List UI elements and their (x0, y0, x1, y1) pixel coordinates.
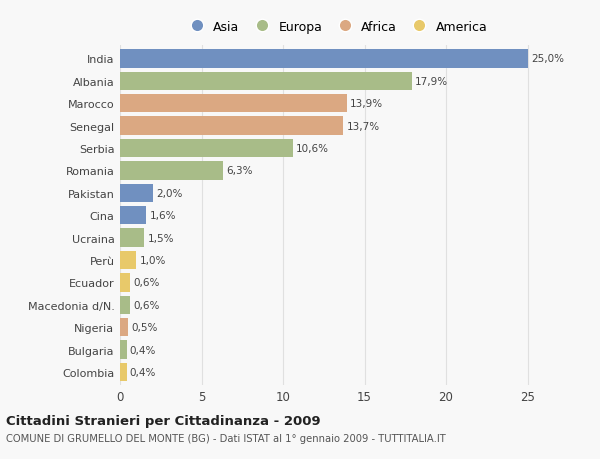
Bar (120, 117, 343, 135)
Text: 1,5%: 1,5% (148, 233, 174, 243)
Text: 0,6%: 0,6% (133, 300, 160, 310)
Text: 17,9%: 17,9% (415, 77, 448, 87)
Text: Cittadini Stranieri per Cittadinanza - 2009: Cittadini Stranieri per Cittadinanza - 2… (6, 414, 320, 428)
Bar (120, 296, 130, 314)
Text: COMUNE DI GRUMELLO DEL MONTE (BG) - Dati ISTAT al 1° gennaio 2009 - TUTTITALIA.I: COMUNE DI GRUMELLO DEL MONTE (BG) - Dati… (6, 433, 446, 442)
Text: 25,0%: 25,0% (531, 54, 564, 64)
Text: 0,4%: 0,4% (130, 367, 156, 377)
Text: 10,6%: 10,6% (296, 144, 329, 154)
Bar (120, 162, 223, 180)
Bar (120, 251, 136, 269)
Bar (120, 363, 127, 381)
Text: 1,0%: 1,0% (140, 255, 166, 265)
Text: 6,3%: 6,3% (226, 166, 253, 176)
Text: 2,0%: 2,0% (156, 188, 182, 198)
Bar (120, 229, 145, 247)
Bar (120, 318, 128, 336)
Text: 0,6%: 0,6% (133, 278, 160, 288)
Text: 0,4%: 0,4% (130, 345, 156, 355)
Bar (120, 184, 152, 202)
Bar (120, 140, 293, 158)
Text: 1,6%: 1,6% (149, 211, 176, 221)
Text: 13,7%: 13,7% (347, 121, 380, 131)
Legend: Asia, Europa, Africa, America: Asia, Europa, Africa, America (182, 18, 490, 36)
Text: 0,5%: 0,5% (131, 323, 158, 332)
Bar (120, 95, 347, 113)
Text: 13,9%: 13,9% (350, 99, 383, 109)
Bar (120, 274, 130, 292)
Bar (120, 73, 412, 91)
Bar (120, 50, 527, 68)
Bar (120, 207, 146, 225)
Bar (120, 341, 127, 359)
